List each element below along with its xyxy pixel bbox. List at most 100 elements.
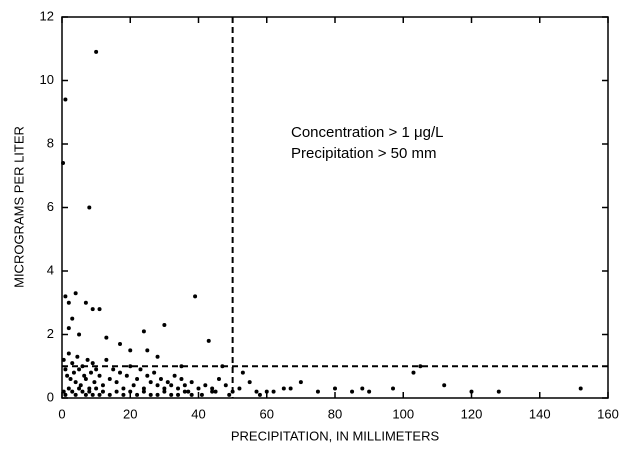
point [155, 392, 160, 397]
point [169, 383, 174, 388]
point [237, 386, 242, 391]
y-tick-label: 8 [47, 135, 54, 150]
point [176, 392, 181, 397]
point [61, 357, 66, 362]
point [162, 386, 167, 391]
point [107, 376, 112, 381]
point [230, 389, 235, 394]
point [131, 383, 136, 388]
point [90, 361, 95, 366]
point [107, 392, 112, 397]
point [63, 392, 68, 397]
point [61, 161, 66, 166]
point [145, 348, 150, 353]
point [114, 389, 119, 394]
point [469, 389, 474, 394]
point [189, 380, 194, 385]
point [360, 386, 365, 391]
point [155, 383, 160, 388]
annotation: Precipitation > 50 mm [291, 145, 436, 162]
point [92, 380, 97, 385]
point [70, 389, 75, 394]
point [97, 392, 102, 397]
point [213, 389, 218, 394]
point [315, 389, 320, 394]
point [78, 383, 83, 388]
x-tick-label: 120 [461, 406, 483, 421]
point [83, 392, 88, 397]
point [87, 389, 92, 394]
point [189, 392, 194, 397]
point [158, 376, 163, 381]
point [179, 364, 184, 369]
y-tick-label: 10 [40, 72, 54, 87]
point [220, 364, 225, 369]
point [89, 370, 94, 375]
point [257, 392, 262, 397]
point [121, 392, 126, 397]
point [254, 389, 259, 394]
point [118, 370, 123, 375]
point [124, 373, 129, 378]
point [172, 373, 177, 378]
point [141, 329, 146, 334]
point [100, 383, 105, 388]
point [77, 386, 82, 391]
point [578, 386, 583, 391]
point [176, 386, 181, 391]
point [114, 380, 119, 385]
point [196, 386, 201, 391]
x-tick-label: 100 [392, 406, 414, 421]
point [128, 364, 133, 369]
point [63, 294, 68, 299]
y-tick-label: 6 [47, 199, 54, 214]
y-tick-label: 0 [47, 389, 54, 404]
point [68, 376, 73, 381]
point [148, 380, 153, 385]
point [247, 380, 252, 385]
point [223, 383, 228, 388]
y-axis-label: MICROGRAMS PER LITER [11, 126, 26, 288]
point [121, 386, 126, 391]
point [155, 354, 160, 359]
point [104, 335, 109, 340]
point [128, 389, 133, 394]
point [94, 49, 99, 54]
point [206, 338, 211, 343]
point [97, 307, 102, 312]
point [87, 386, 92, 391]
point [63, 367, 68, 372]
point [281, 386, 286, 391]
point [333, 386, 337, 391]
point [66, 351, 71, 356]
point [367, 389, 372, 394]
annotation: Concentration > 1 μg/L [291, 124, 444, 141]
point [152, 370, 157, 375]
point [66, 386, 71, 391]
point [135, 376, 140, 381]
point [61, 389, 66, 394]
point [418, 364, 423, 369]
point [135, 392, 140, 397]
point [182, 383, 187, 388]
point [90, 392, 95, 397]
point [216, 376, 221, 381]
point [75, 354, 80, 359]
point [210, 386, 215, 391]
x-axis-label: PRECIPITATION, IN MILLIMETERS [231, 428, 440, 443]
point [141, 389, 146, 394]
point [90, 307, 95, 312]
point [73, 380, 78, 385]
x-tick-label: 0 [58, 406, 65, 421]
point [182, 389, 187, 394]
point [66, 300, 71, 305]
point [145, 373, 150, 378]
point [80, 389, 85, 394]
plot-frame [61, 16, 609, 399]
point [162, 389, 167, 394]
point [298, 380, 303, 385]
point [77, 367, 82, 372]
point [70, 316, 75, 321]
x-tick-label: 160 [597, 406, 619, 421]
point [240, 370, 245, 375]
